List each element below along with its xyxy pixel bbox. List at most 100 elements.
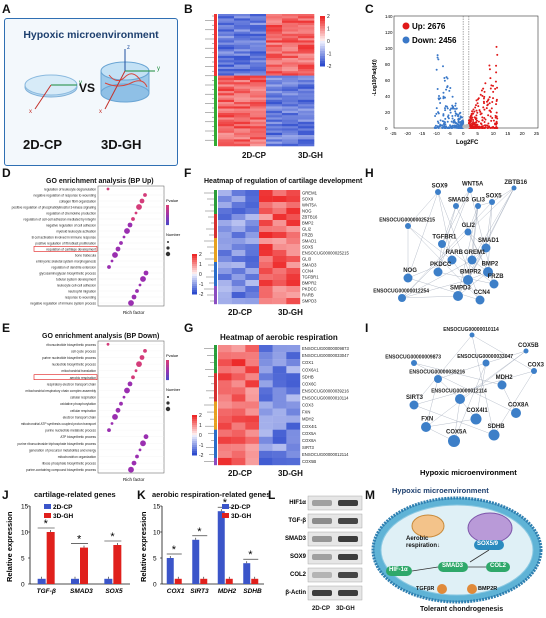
heatmap-cell — [231, 250, 246, 257]
network-node — [421, 422, 431, 432]
heatmap-cell — [234, 62, 251, 65]
network-node — [470, 413, 482, 425]
heatmap-cell — [272, 196, 287, 203]
down-point — [444, 109, 447, 112]
up-point — [477, 97, 480, 100]
down-point — [439, 124, 442, 127]
g-svg-scale-colorbar-label: 0 — [199, 433, 202, 439]
network-node — [475, 203, 481, 209]
up-point — [495, 71, 498, 74]
gene-label: PKDCC — [302, 287, 317, 292]
y-axis-label: Relative expression — [5, 511, 14, 582]
f-svg-scale-colorbar-cell — [192, 292, 197, 295]
down-point — [435, 68, 438, 71]
down-point — [437, 127, 440, 129]
up-point — [490, 107, 493, 110]
heatmap-cell — [282, 16, 299, 19]
network-edge — [401, 231, 469, 299]
panel-b-heatmap-svg: 2 1 0 -1 -2 — [205, 14, 332, 147]
panel-m-cell-drawing — [371, 496, 543, 604]
row-cluster-bar — [214, 457, 217, 466]
up-point — [483, 126, 486, 129]
legend-down-label: Down: 2456 — [412, 36, 457, 45]
panel-c-volcano-svg: -25 -20 -15 -10 -5 0 5 10 15 20 25 0 20 40 60 80 100 120 1… — [372, 14, 540, 146]
down-point — [442, 113, 445, 116]
down-point — [443, 79, 446, 82]
f-svg-scale-colorbar-cell — [192, 284, 197, 287]
gene-label: CCN4 — [302, 269, 314, 274]
row-cluster-bar — [214, 262, 217, 269]
heatmap-cell — [234, 130, 251, 134]
heatmap-cell — [234, 124, 251, 127]
down-point — [449, 124, 452, 127]
heatmap-cell — [282, 29, 299, 32]
network-edge — [471, 187, 515, 261]
heatmap-cell — [245, 262, 260, 269]
g-svg-scale-colorbar-label: -1 — [199, 443, 204, 449]
panel-f-xlabel-3dgh: 3D-GH — [278, 308, 303, 317]
bar-3d-gh — [200, 578, 208, 584]
heatmap-cell — [266, 18, 283, 21]
panel-i-caption: Hypoxic microenvironment — [420, 468, 517, 477]
blot-strip — [307, 567, 363, 583]
heatmap-cell — [282, 22, 299, 26]
heatmap-cell — [272, 422, 287, 430]
up-point — [491, 117, 494, 120]
panel-label-l: L — [268, 488, 276, 502]
down-point — [444, 105, 447, 108]
heatmap-cell — [250, 91, 267, 94]
gene-label: SMAD3 — [302, 263, 317, 268]
heatmap-cell — [234, 20, 251, 24]
heatmap-cell — [234, 88, 251, 92]
network-node — [467, 187, 473, 193]
panel-m-tgfbr-label: TGFβR — [416, 586, 435, 592]
network-node — [463, 275, 473, 285]
go-term-label: regulation of chemokine production — [46, 212, 96, 216]
heatmap-cell — [282, 73, 299, 76]
blot-band — [312, 554, 332, 560]
heatmap-cell — [250, 93, 267, 96]
heatmap-cell — [234, 69, 251, 72]
network-edge — [441, 205, 457, 245]
heatmap-cell — [298, 84, 315, 87]
heatmap-cell — [250, 108, 267, 112]
f-svg-scale-colorbar-cell — [192, 264, 197, 267]
up-point — [494, 116, 497, 119]
heatmap-cell — [231, 232, 246, 239]
heatmap-cell — [245, 220, 260, 227]
heatmap-cell — [218, 82, 235, 85]
heatmap-cell — [272, 345, 287, 353]
heatmap-cell — [298, 31, 315, 35]
blot-band — [338, 518, 358, 524]
heatmap-cell — [245, 274, 260, 281]
row-cluster-bar — [214, 408, 217, 416]
panel-m-col2-label: COL2 — [490, 563, 507, 569]
panel-g-heatmap: Heatmap of aerobic respiration ENSOCUG00… — [190, 323, 366, 481]
heatmap-cell — [266, 20, 283, 24]
go-dot — [131, 294, 137, 300]
network-edge — [457, 271, 489, 297]
heatmap-cell — [266, 135, 283, 138]
heatmap-cell — [218, 95, 235, 98]
heatmap-cell — [286, 262, 301, 269]
go-term-label: negative regulation of immune system pro… — [30, 302, 96, 306]
heatmap-cell — [282, 137, 299, 140]
blot-band — [312, 536, 332, 542]
heatmap-cell — [218, 38, 235, 41]
blot-row-label: β-Actin — [285, 590, 306, 596]
network-node — [398, 294, 406, 302]
y-tick-label: 20 — [385, 110, 391, 115]
heatmap-cell — [234, 51, 251, 54]
go-dot — [106, 187, 110, 191]
heatmap-cell — [282, 132, 299, 136]
network-node — [447, 255, 457, 265]
up-point — [496, 126, 499, 129]
network-node-label: ENSOCUG00000039216 — [409, 370, 465, 376]
go-dot — [131, 460, 137, 466]
heatmap-cell — [234, 14, 251, 17]
heatmap-cell — [245, 190, 260, 197]
blot-row-label: TGF-β — [288, 518, 306, 524]
blot-band — [338, 536, 358, 542]
panel-b-colorbar-cell — [320, 28, 325, 32]
heatmap-cell — [259, 408, 273, 416]
